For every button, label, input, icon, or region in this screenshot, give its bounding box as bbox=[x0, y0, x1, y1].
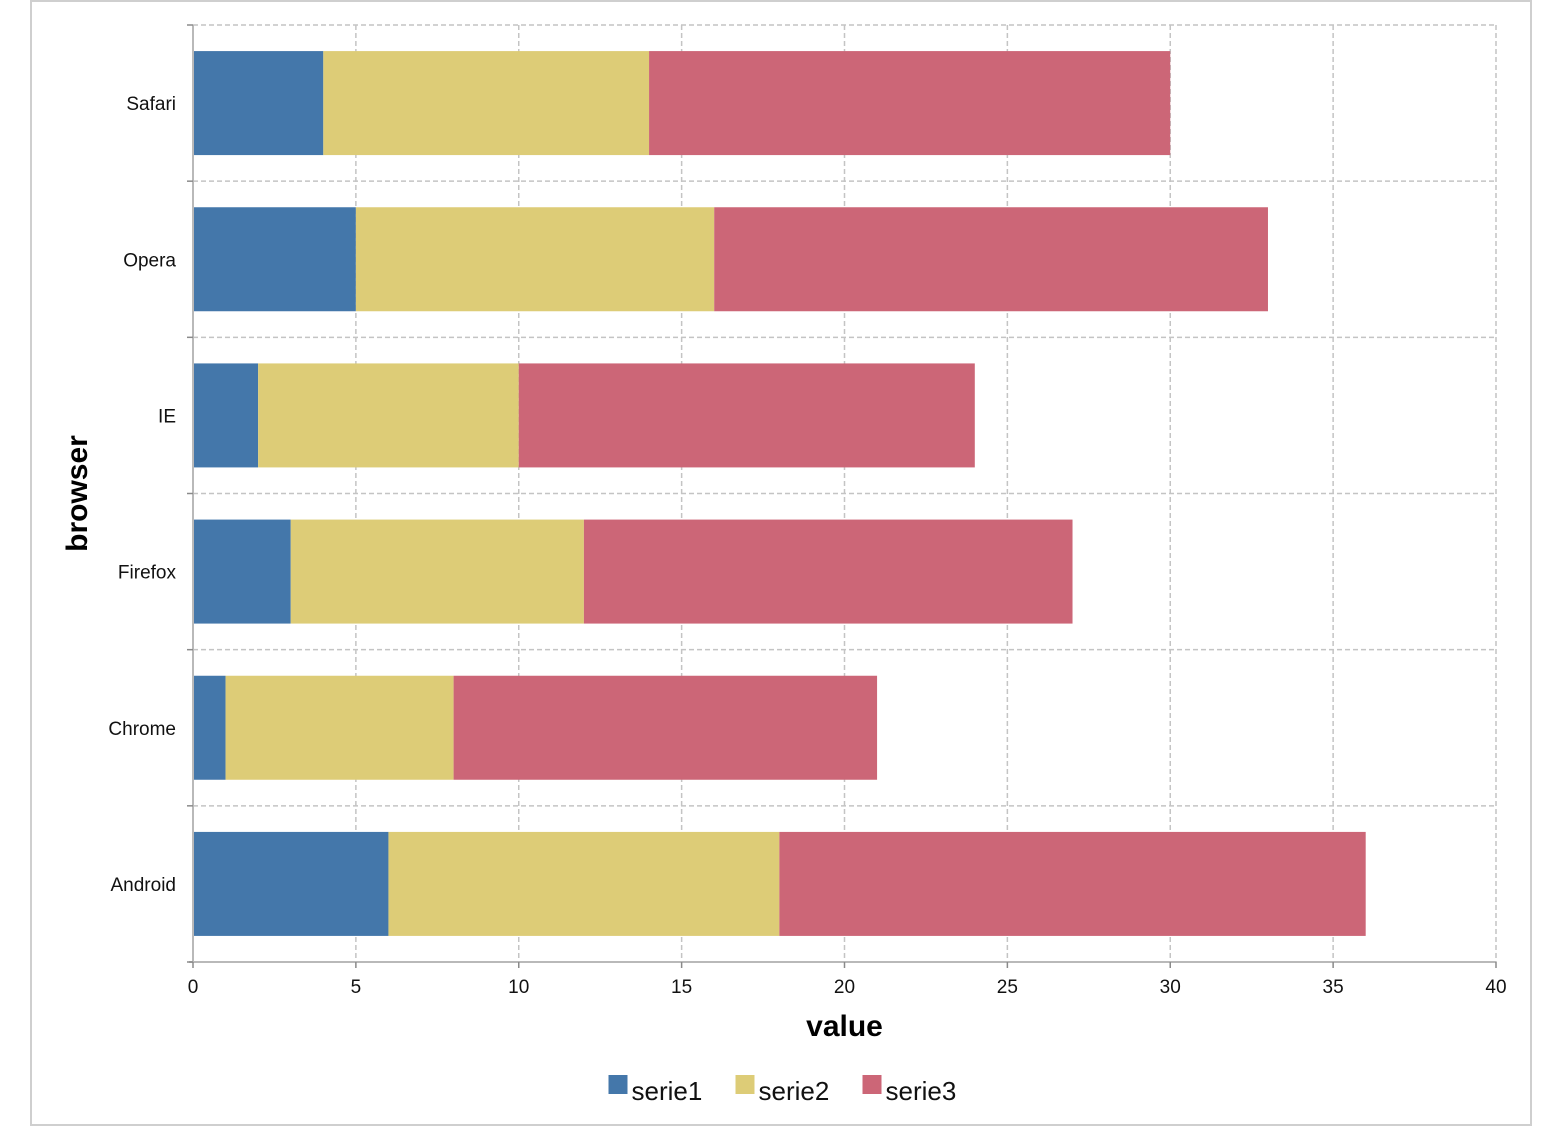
x-tick-label: 5 bbox=[351, 977, 362, 998]
legend: serie1 serie2 serie3 bbox=[608, 1075, 957, 1106]
x-tick-label: 35 bbox=[1323, 977, 1344, 998]
y-tick-label: Firefox bbox=[118, 563, 177, 584]
x-axis-title: value bbox=[806, 1010, 883, 1043]
bar-serie2-android bbox=[388, 831, 780, 936]
x-tick-label: 25 bbox=[997, 977, 1018, 998]
grid bbox=[192, 24, 1497, 963]
bar-serie2-firefox bbox=[290, 519, 584, 624]
bar-serie1-chrome bbox=[193, 675, 226, 780]
x-tick-label: 10 bbox=[508, 977, 529, 998]
y-tick-label: IE bbox=[158, 406, 176, 427]
legend-swatch-serie3 bbox=[862, 1075, 882, 1094]
y-tick-label: Chrome bbox=[108, 719, 176, 740]
y-tick-label: Android bbox=[111, 875, 177, 896]
bar-serie2-opera bbox=[355, 207, 715, 312]
x-tick-label: 40 bbox=[1485, 977, 1506, 998]
legend-swatch-serie2 bbox=[735, 1075, 755, 1094]
bar-serie3-ie bbox=[518, 363, 975, 468]
bar-serie3-safari bbox=[649, 51, 1171, 156]
x-tick-label: 15 bbox=[671, 977, 692, 998]
bar-serie1-opera bbox=[193, 207, 356, 312]
bar-serie3-chrome bbox=[453, 675, 878, 780]
x-tick-label: 0 bbox=[188, 977, 199, 998]
tick-labels: 0 5 10 15 20 25 30 35 40 Android Chrome Firefox IE Op… bbox=[108, 94, 1506, 998]
legend-label-serie1: serie1 bbox=[632, 1076, 703, 1106]
axes bbox=[187, 24, 1497, 968]
bar-serie1-ie bbox=[193, 363, 259, 468]
bar-serie2-chrome bbox=[225, 675, 454, 780]
y-axis-title: browser bbox=[61, 435, 94, 552]
bar-serie1-safari bbox=[193, 51, 324, 156]
bar-serie2-safari bbox=[323, 51, 650, 156]
x-tick-label: 20 bbox=[834, 977, 855, 998]
x-tick-label: 30 bbox=[1160, 977, 1181, 998]
bar-serie3-opera bbox=[714, 207, 1268, 312]
bar-serie2-ie bbox=[258, 363, 519, 468]
legend-label-serie2: serie2 bbox=[759, 1076, 830, 1106]
bar-serie1-android bbox=[193, 831, 389, 936]
bar-serie3-android bbox=[779, 831, 1366, 936]
y-tick-label: Safari bbox=[126, 94, 176, 115]
bar-serie3-firefox bbox=[583, 519, 1073, 624]
legend-label-serie3: serie3 bbox=[886, 1076, 957, 1106]
legend-swatch-serie1 bbox=[608, 1075, 628, 1094]
bars bbox=[193, 51, 1366, 936]
y-tick-label: Opera bbox=[123, 250, 176, 271]
bar-serie1-firefox bbox=[193, 519, 291, 624]
